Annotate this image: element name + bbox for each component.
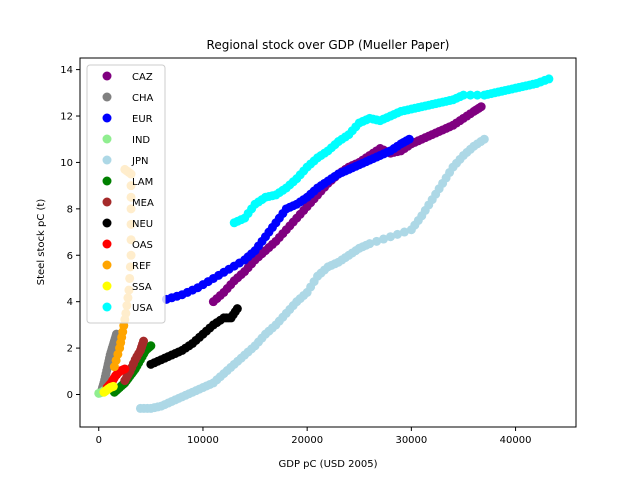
point-mea [139, 336, 149, 346]
legend-label-ind: IND [132, 135, 150, 146]
chart-title: Regional stock over GDP (Mueller Paper) [207, 38, 450, 52]
y-tick-label: 6 [67, 251, 73, 262]
y-tick-label: 8 [67, 204, 73, 215]
point-usa [544, 74, 554, 84]
legend-marker-usa [102, 302, 112, 312]
point-jpn [399, 227, 409, 237]
legend-marker-cha [102, 92, 112, 102]
legend-label-usa: USA [132, 303, 153, 314]
x-axis-label: GDP pC (USD 2005) [279, 459, 378, 470]
point-ssa [108, 381, 118, 391]
legend-label-neu: NEU [132, 219, 153, 230]
legend-marker-eur [102, 113, 112, 123]
y-tick-label: 0 [67, 390, 73, 401]
y-tick-label: 14 [60, 65, 73, 76]
point-usa [465, 90, 475, 100]
legend-label-jpn: JPN [131, 156, 148, 167]
legend-marker-caz [102, 71, 112, 81]
legend-marker-oas [102, 239, 112, 249]
point-lam [146, 341, 156, 351]
legend-label-ref: REF [132, 261, 151, 272]
legend-label-mea: MEA [132, 198, 154, 209]
y-tick-label: 4 [67, 297, 73, 308]
legend-label-oas: OAS [132, 240, 153, 251]
y-tick-label: 2 [67, 344, 73, 355]
y-axis-label: Steel stock pC (t) [36, 199, 47, 286]
x-tick-label: 30000 [395, 435, 427, 446]
point-usa [458, 90, 468, 100]
legend-label-cha: CHA [132, 93, 154, 104]
legend-marker-ind [102, 134, 112, 144]
y-tick-label: 12 [60, 112, 73, 123]
legend-box [86, 64, 166, 324]
legend-marker-lam [102, 176, 112, 186]
legend-label-eur: EUR [132, 114, 153, 125]
point-jpn [386, 232, 396, 242]
point-jpn [392, 229, 402, 239]
legend-label-ssa: SSA [132, 282, 152, 293]
point-caz [476, 102, 486, 112]
point-jpn [379, 234, 389, 244]
x-tick-label: 0 [96, 435, 102, 446]
point-jpn [479, 134, 489, 144]
point-neu [232, 304, 242, 314]
legend-marker-jpn [102, 155, 112, 165]
x-tick-label: 20000 [291, 435, 323, 446]
point-oas [120, 364, 130, 374]
legend-marker-ssa [102, 281, 112, 291]
point-usa [472, 90, 482, 100]
point-jpn [365, 239, 375, 249]
legend-marker-ref [102, 260, 112, 270]
legend-label-caz: CAZ [132, 72, 153, 83]
legend: CAZ CHA EUR IND JPN LAM MEA NEU OAS REF SSA USA [86, 64, 166, 324]
legend-label-lam: LAM [132, 177, 153, 188]
x-tick-label: 40000 [500, 435, 532, 446]
x-tick-label: 10000 [187, 435, 219, 446]
y-axis: 0 2 4 6 8 10 12 14 [60, 65, 80, 401]
x-axis: 0 10000 20000 30000 40000 [96, 427, 532, 446]
plot-frame [79, 57, 577, 428]
point-jpn [372, 236, 382, 246]
legend-marker-mea [102, 197, 112, 207]
y-tick-label: 10 [60, 158, 73, 169]
legend-marker-neu [102, 218, 112, 228]
plot-area [94, 74, 554, 413]
point-eur [404, 134, 414, 144]
